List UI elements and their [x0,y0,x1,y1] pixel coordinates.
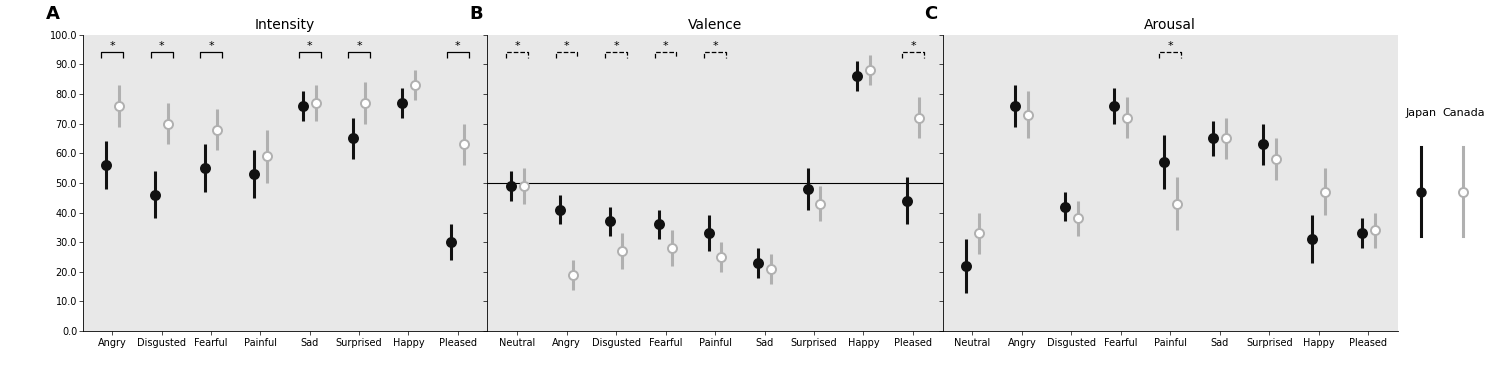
Text: A: A [47,5,60,23]
Title: Valence: Valence [687,18,741,32]
Text: *: * [663,41,668,51]
Text: C: C [925,5,937,23]
Text: B: B [469,5,483,23]
Text: *: * [514,41,520,51]
Text: *: * [307,41,313,51]
Text: *: * [713,41,717,51]
Text: *: * [208,41,214,51]
Text: *: * [456,41,460,51]
Text: Japan: Japan [1405,108,1436,118]
Text: *: * [564,41,570,51]
Text: *: * [110,41,116,51]
Text: *: * [159,41,164,51]
Title: Arousal: Arousal [1145,18,1196,32]
Text: *: * [356,41,362,51]
Title: Intensity: Intensity [256,18,316,32]
Text: *: * [1167,41,1173,51]
Text: *: * [614,41,618,51]
Text: Canada: Canada [1442,108,1484,118]
Text: *: * [910,41,916,51]
